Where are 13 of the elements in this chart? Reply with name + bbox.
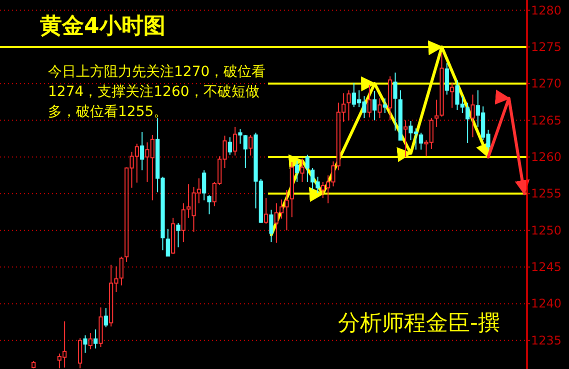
y-tick-label: 1250 [531,223,562,238]
y-tick-label: 1240 [531,296,562,311]
y-tick-label: 1255 [531,186,562,201]
y-tick-label: 1280 [531,3,562,18]
annotation: 今日上方阻力先关注1270，破位看1274，支撑关注1260，不破短做多，破位看1255。 [48,63,267,122]
annotation: 分析师程金臣-撰 [338,311,500,336]
y-tick-label: 1265 [531,113,562,128]
y-tick-label: 1245 [531,260,562,274]
text: 黄金4小时图 [39,14,166,39]
y-tick-label: 1270 [531,76,562,91]
y-tick-label: 1260 [531,150,562,164]
y-tick-label: 1235 [531,333,562,348]
y-tick-label: 1275 [531,40,562,54]
